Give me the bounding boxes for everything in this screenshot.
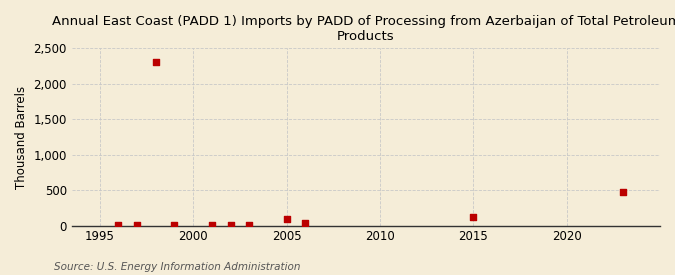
Point: [300, 221, 310, 225]
Point: [617, 190, 628, 194]
Y-axis label: Thousand Barrels: Thousand Barrels: [15, 86, 28, 189]
Point: [132, 223, 142, 227]
Title: Annual East Coast (PADD 1) Imports by PADD of Processing from Azerbaijan of Tota: Annual East Coast (PADD 1) Imports by PA…: [51, 15, 675, 43]
Point: [151, 60, 161, 64]
Point: [281, 217, 292, 221]
Point: [244, 223, 254, 227]
Point: [169, 223, 180, 227]
Text: Source: U.S. Energy Information Administration: Source: U.S. Energy Information Administ…: [54, 262, 300, 272]
Point: [468, 215, 479, 219]
Point: [113, 223, 124, 227]
Point: [225, 223, 236, 227]
Point: [207, 223, 217, 227]
